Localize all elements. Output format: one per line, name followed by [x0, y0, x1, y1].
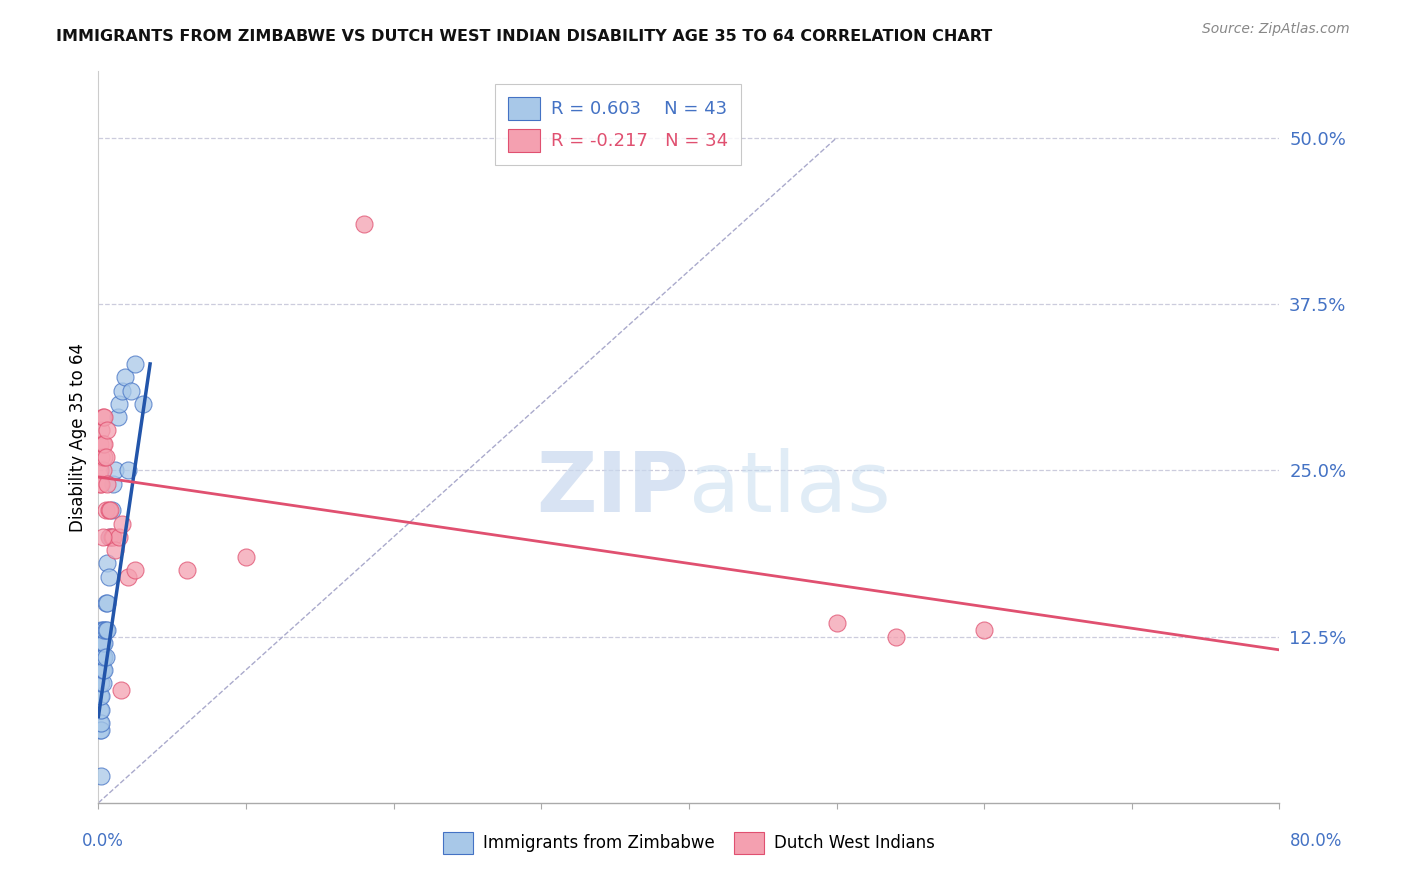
Point: [89, 690, 111, 704]
Point: [89, 436, 111, 450]
Point: [93, 649, 115, 664]
Point: [91, 663, 114, 677]
Point: [825, 616, 848, 631]
Point: [89, 723, 111, 737]
Point: [93, 636, 115, 650]
Point: [108, 530, 131, 544]
Point: [103, 530, 125, 544]
Text: 0.0%: 0.0%: [82, 832, 124, 850]
Point: [108, 397, 131, 411]
Point: [117, 463, 139, 477]
Point: [96, 476, 118, 491]
Point: [90, 690, 112, 704]
Text: 80.0%: 80.0%: [1289, 832, 1343, 850]
Point: [94, 649, 117, 664]
Point: [90, 476, 112, 491]
Y-axis label: Disability Age 35 to 64: Disability Age 35 to 64: [69, 343, 87, 532]
Point: [90, 623, 112, 637]
Point: [96, 596, 118, 610]
Point: [98, 503, 121, 517]
Point: [91, 436, 114, 450]
Point: [96, 623, 118, 637]
Point: [90, 769, 112, 783]
Point: [124, 357, 146, 371]
Point: [111, 516, 134, 531]
Text: atlas: atlas: [689, 448, 890, 529]
Point: [104, 543, 127, 558]
Point: [93, 410, 115, 425]
Point: [110, 682, 132, 697]
Point: [94, 623, 117, 637]
Point: [124, 563, 146, 577]
Point: [90, 676, 112, 690]
Point: [98, 530, 121, 544]
Point: [90, 636, 112, 650]
Point: [91, 649, 114, 664]
Point: [97, 570, 120, 584]
Point: [91, 530, 114, 544]
Point: [132, 397, 155, 411]
Point: [176, 563, 198, 577]
Point: [114, 370, 136, 384]
Point: [107, 410, 129, 425]
Point: [89, 716, 111, 731]
Point: [91, 463, 114, 477]
Point: [96, 557, 118, 571]
Point: [89, 703, 111, 717]
Point: [120, 384, 142, 398]
Point: [91, 636, 114, 650]
Point: [100, 530, 122, 544]
Text: Source: ZipAtlas.com: Source: ZipAtlas.com: [1202, 22, 1350, 37]
Point: [91, 623, 114, 637]
Point: [90, 424, 112, 438]
Point: [89, 476, 111, 491]
Point: [89, 676, 111, 690]
Point: [94, 450, 117, 464]
Point: [235, 549, 257, 564]
Point: [90, 703, 112, 717]
Point: [90, 663, 112, 677]
Point: [973, 623, 995, 637]
Text: IMMIGRANTS FROM ZIMBABWE VS DUTCH WEST INDIAN DISABILITY AGE 35 TO 64 CORRELATIO: IMMIGRANTS FROM ZIMBABWE VS DUTCH WEST I…: [56, 29, 993, 44]
Point: [94, 596, 117, 610]
Point: [93, 436, 115, 450]
Point: [90, 450, 112, 464]
Point: [111, 384, 134, 398]
Point: [97, 503, 120, 517]
Point: [884, 630, 907, 644]
Point: [91, 676, 114, 690]
Point: [93, 450, 115, 464]
Point: [90, 649, 112, 664]
Point: [93, 623, 115, 637]
Point: [117, 570, 139, 584]
Point: [89, 463, 111, 477]
Point: [96, 424, 118, 438]
Point: [91, 410, 114, 425]
Point: [104, 463, 127, 477]
Point: [97, 530, 120, 544]
Point: [100, 503, 122, 517]
Point: [103, 476, 125, 491]
Point: [90, 723, 112, 737]
Point: [94, 503, 117, 517]
Text: ZIP: ZIP: [537, 448, 689, 529]
Point: [93, 663, 115, 677]
Point: [353, 217, 375, 231]
Point: [90, 716, 112, 731]
Legend: Immigrants from Zimbabwe, Dutch West Indians: Immigrants from Zimbabwe, Dutch West Ind…: [436, 826, 942, 860]
